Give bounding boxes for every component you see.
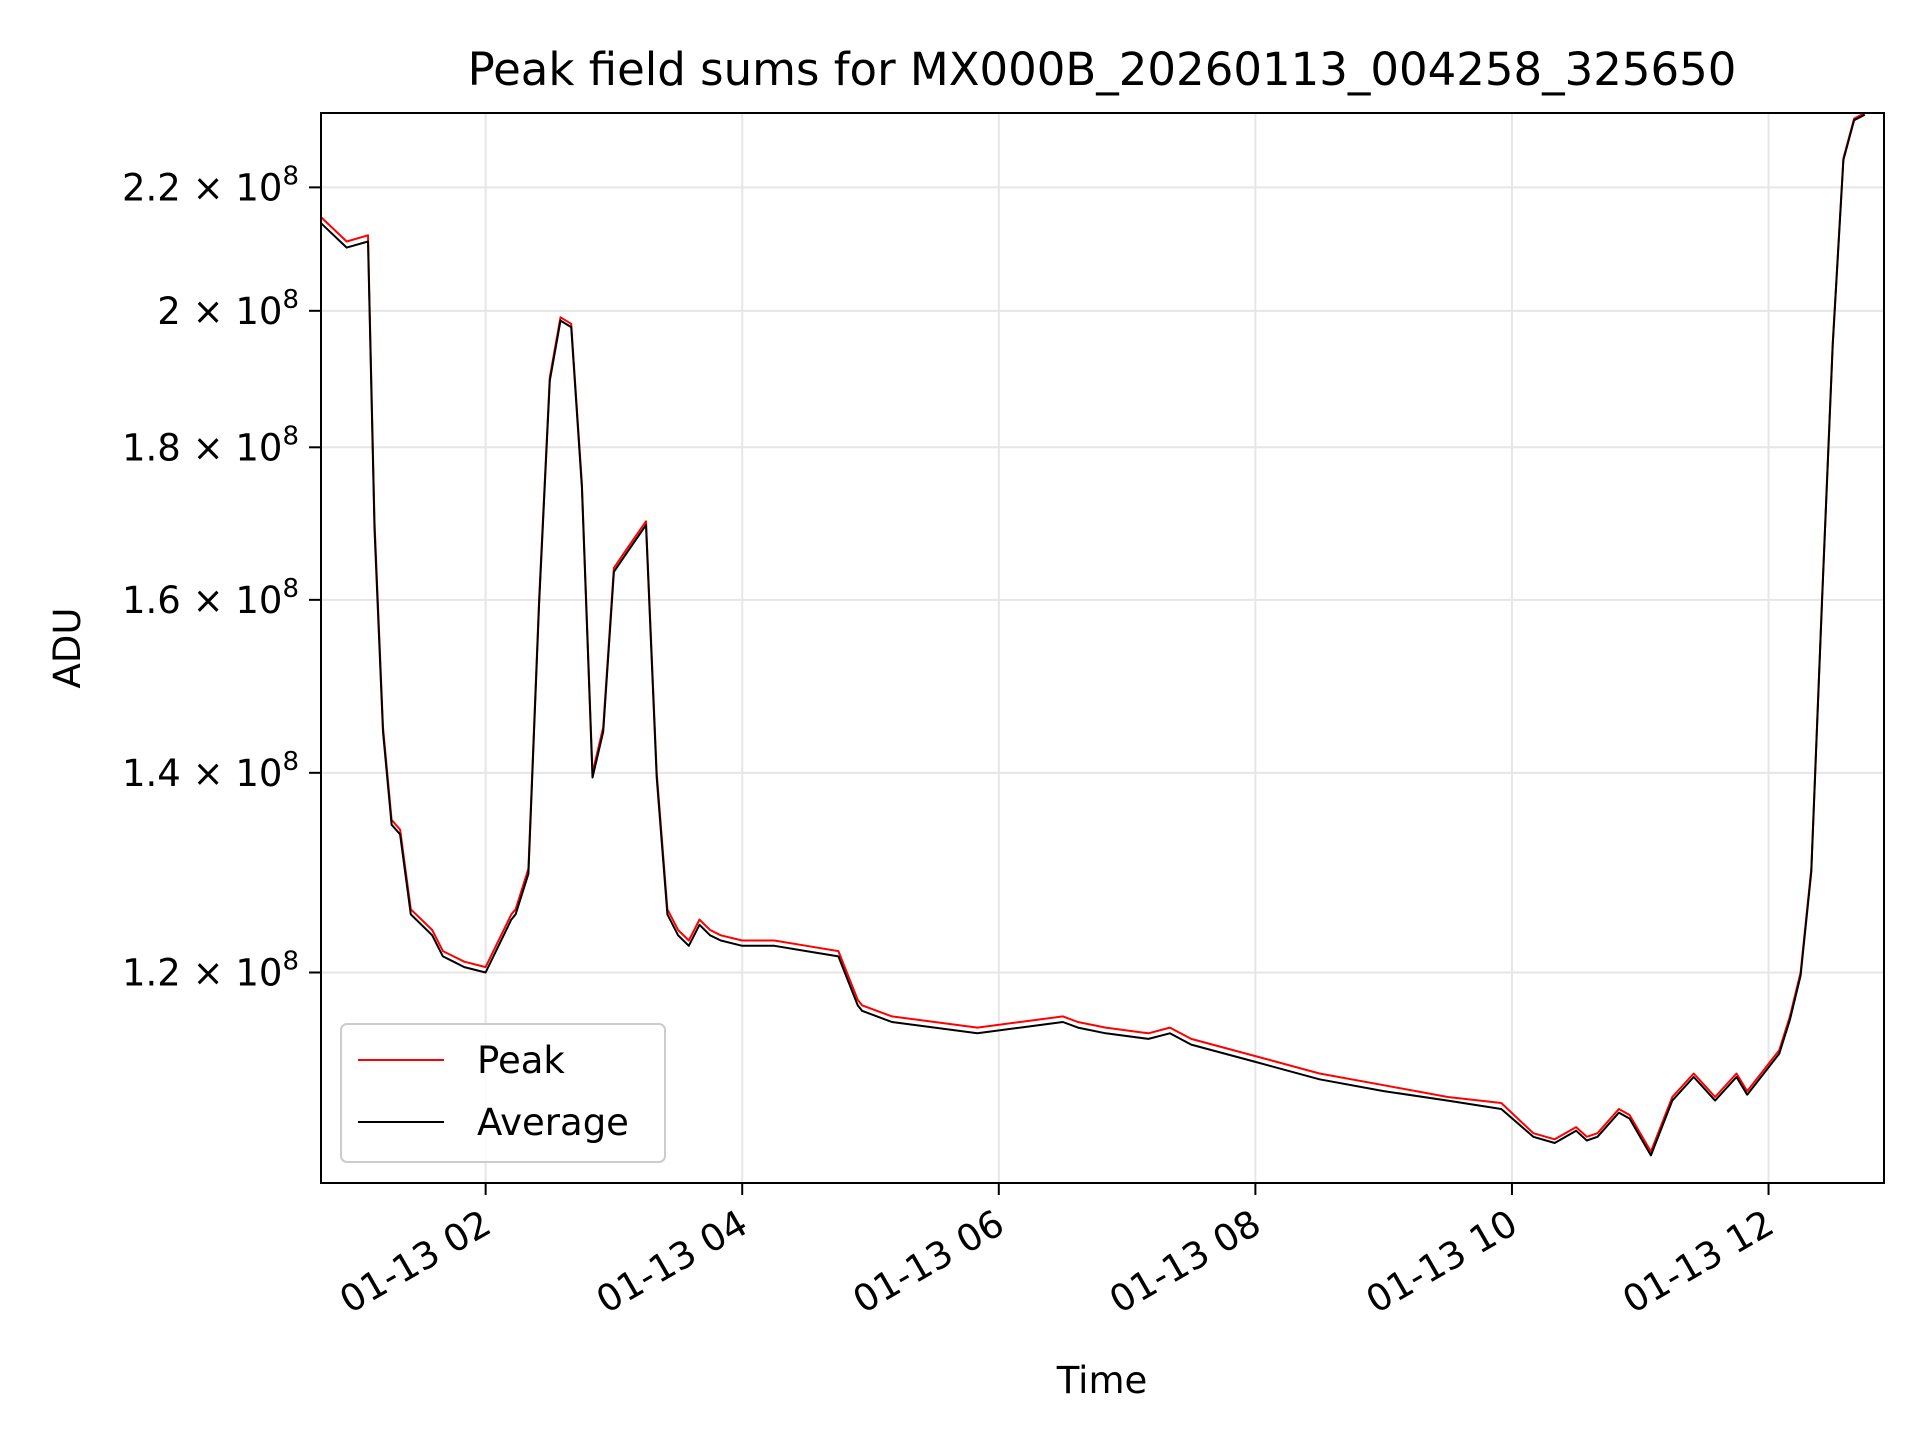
y-tick-label: 1.6 × 108 [122,574,299,622]
y-tick-label: 2.2 × 108 [122,161,299,209]
legend-box [340,1023,666,1163]
y-axis-label: ADU [46,608,89,689]
legend-label-average: Average [477,1101,629,1144]
y-tick-label: 1.2 × 108 [122,946,299,994]
series-line-peak [320,112,1866,1153]
series-layer [320,112,1866,1157]
legend-label-peak: Peak [477,1039,565,1082]
y-tick-label: 1.4 × 108 [122,747,299,795]
series-line-average [320,113,1866,1157]
x-axis-label: Time [1056,1359,1148,1402]
y-tick-label: 1.8 × 108 [122,421,299,469]
legend: Peak Average [340,1023,666,1163]
plot-frame [320,112,1885,1184]
y-tick-label: 2 × 108 [157,285,299,333]
chart-title: Peak field sums for MX000B_20260113_0042… [468,43,1737,96]
grid-layer [321,113,1884,1183]
